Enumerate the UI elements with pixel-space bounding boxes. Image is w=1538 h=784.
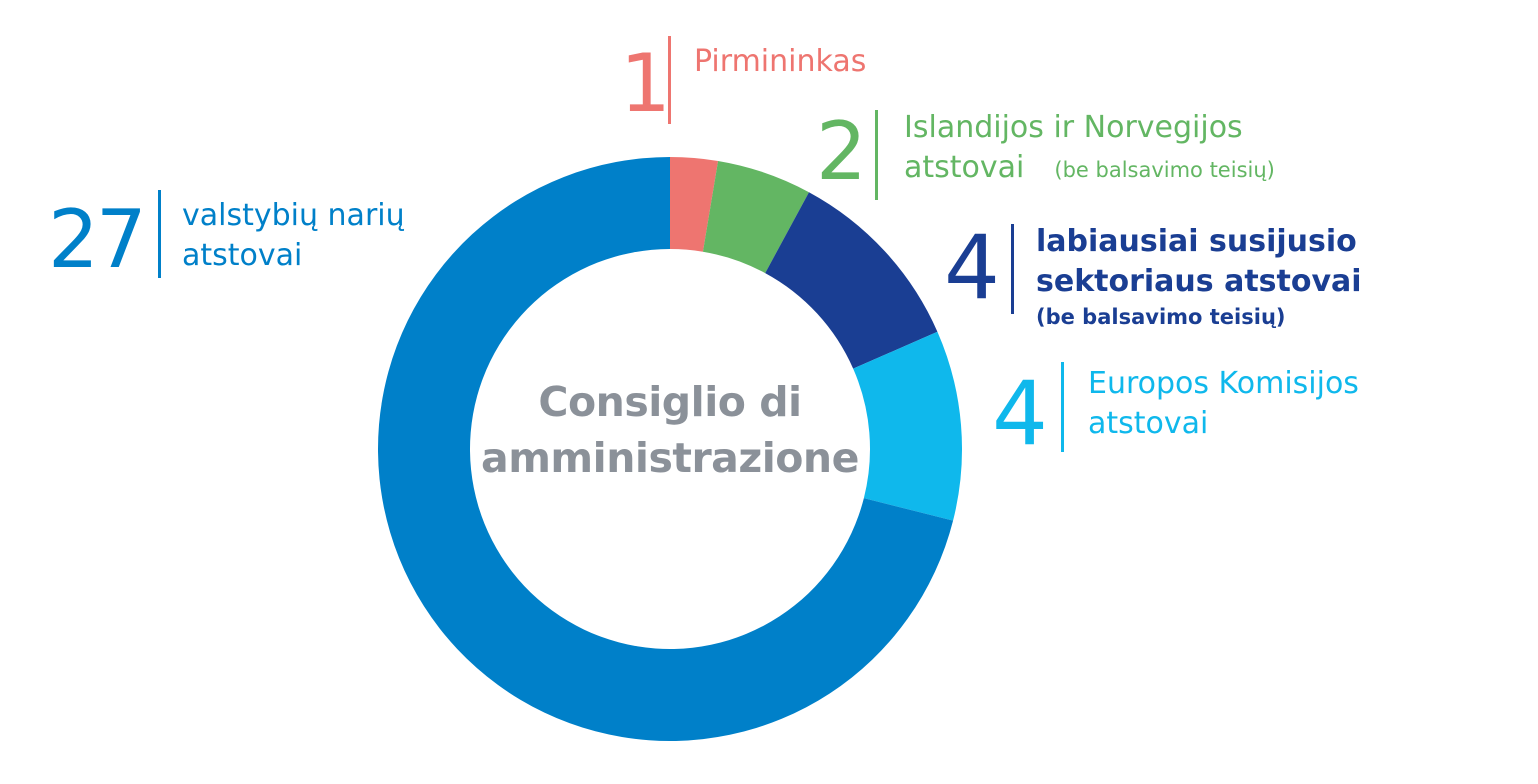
legend-label-valstybiu-line-1: valstybių narių [182, 198, 405, 233]
donut-slice-europos-komisijos [853, 331, 963, 521]
value-label-islandijos-norvegijos: 2 [816, 105, 867, 198]
chart-title-line-2: amministrazione [481, 434, 859, 482]
chart-title-line-1: Consiglio di [538, 378, 802, 426]
legend-note-islandijos: (be balsavimo teisių) [1054, 158, 1275, 182]
legend-label-europos-line-2: atstovai [1088, 406, 1209, 441]
legend-text-pirmininkas: Pirmininkas [694, 42, 866, 82]
legend-text-valstybiu-nariu: valstybių narių atstovai [182, 196, 405, 276]
value-label-pirmininkas: 1 [620, 37, 671, 130]
legend-label-valstybiu-line-2: atstovai [182, 238, 303, 273]
legend-text-islandijos-norvegijos: Islandijos ir Norvegijos atstovai (be bal… [904, 108, 1275, 190]
donut-slice-sektoriaus [765, 192, 938, 369]
legend-note-sektoriaus: (be balsavimo teisių) [1036, 305, 1286, 329]
callout-divider-valstybiu-nariu [158, 190, 161, 278]
callout-divider-pirmininkas [668, 36, 671, 124]
legend-label-europos-line-1: Europos Komisijos [1088, 366, 1359, 401]
legend-label-islandijos-line-2-text: atstovai [904, 150, 1025, 185]
legend-label-sektoriaus-line-1: labiausiai susijusio [1036, 224, 1357, 259]
legend-label-islandijos-line-1: Islandijos ir Norvegijos [904, 110, 1243, 145]
donut-slice-islandijos-norvegijos [702, 160, 809, 274]
value-label-valstybiu-nariu: 27 [48, 193, 147, 286]
callout-divider-sektoriaus [1011, 224, 1014, 314]
chart-title: Consiglio di amministrazione [470, 374, 870, 486]
value-label-europos-komisijos: 4 [992, 362, 1048, 465]
legend-text-sektoriaus: labiausiai susijusio sektoriaus atstovai… [1036, 222, 1362, 332]
legend-label-sektoriaus-line-2: sektoriaus atstovai [1036, 264, 1362, 299]
legend-label-islandijos-line-2: atstovai (be balsavimo teisių) [904, 148, 1275, 190]
donut-slice-pirmininkas [670, 157, 719, 252]
value-label-sektoriaus: 4 [944, 216, 1000, 319]
legend-label-pirmininkas-line-1: Pirmininkas [694, 44, 867, 79]
callout-divider-islandijos-norvegijos [875, 110, 878, 200]
callout-divider-europos-komisijos [1061, 362, 1064, 452]
donut-slice-valstybiu-nariu [377, 157, 954, 741]
legend-text-europos-komisijos: Europos Komisijos atstovai [1088, 364, 1359, 444]
